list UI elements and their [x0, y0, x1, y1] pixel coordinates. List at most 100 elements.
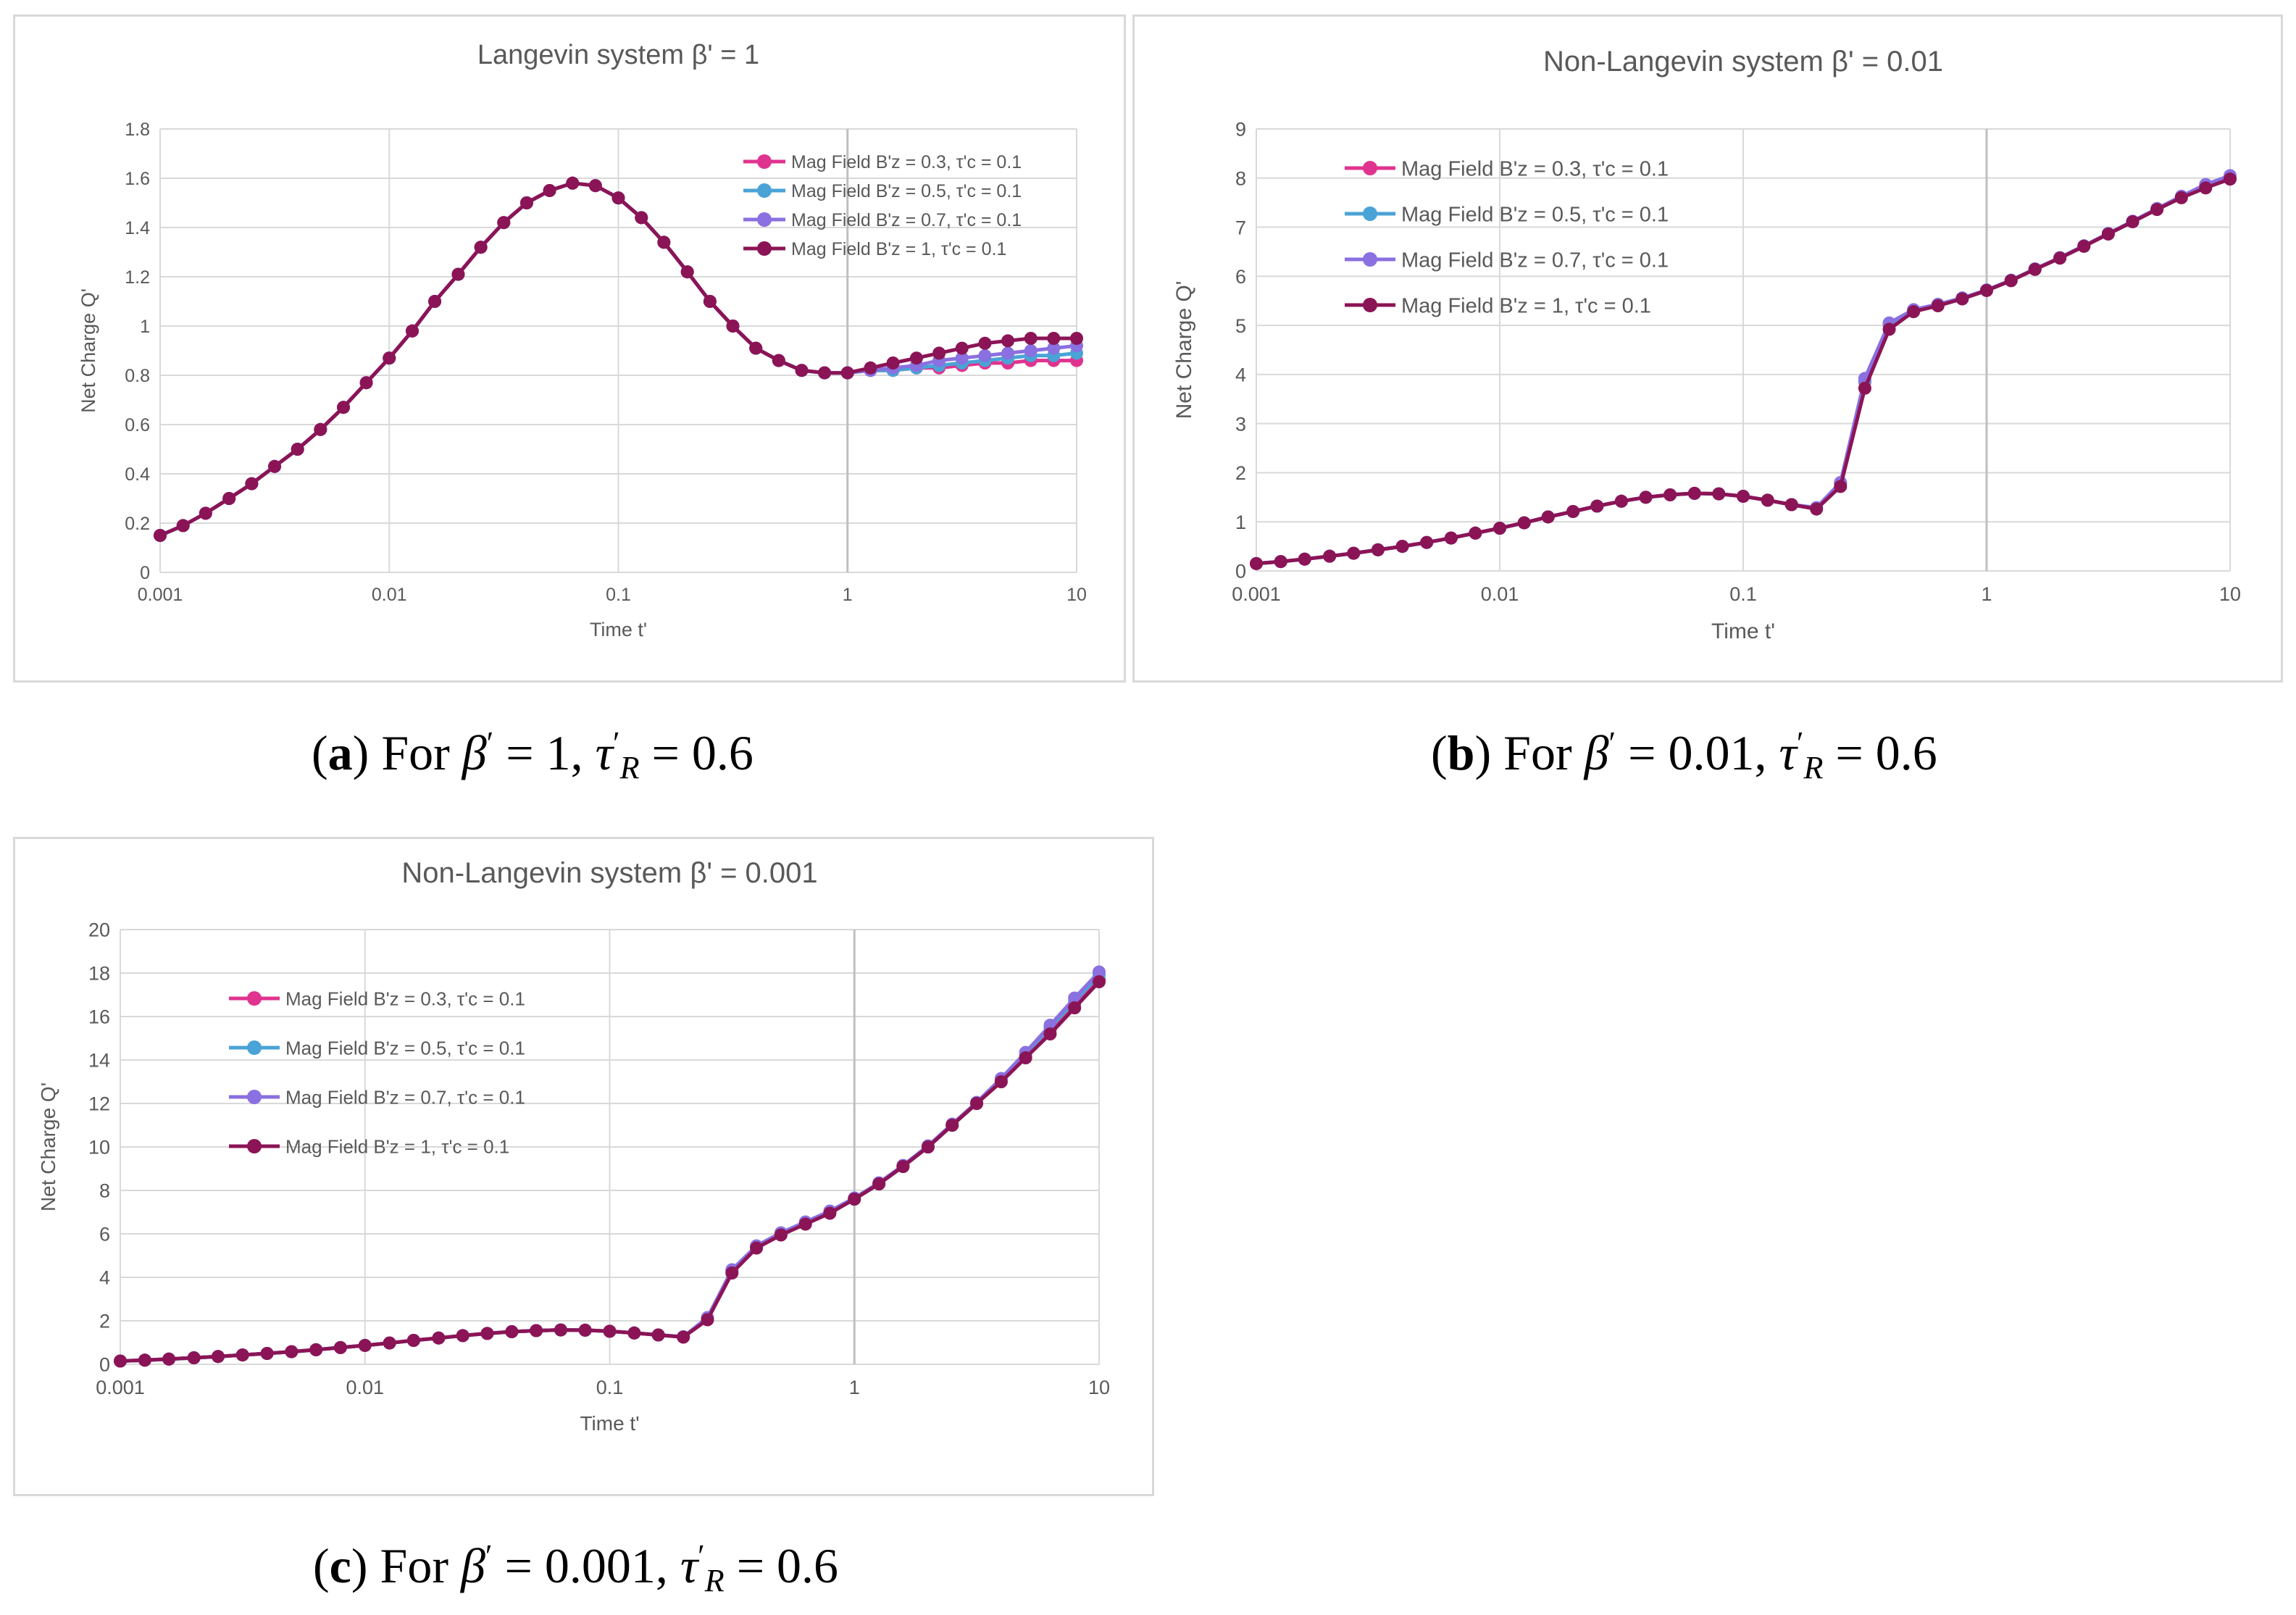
legend-swatch-marker — [757, 212, 772, 227]
data-point — [1469, 526, 1482, 540]
chart-title: Non-Langevin system β' = 0.001 — [401, 857, 817, 889]
data-point — [955, 351, 969, 365]
y-tick-label: 0.8 — [125, 366, 150, 386]
data-point — [211, 1350, 225, 1364]
legend-label: Mag Field B'z = 0.3, τ'c = 0.1 — [791, 152, 1022, 172]
data-point — [2028, 262, 2042, 276]
x-tick-label: 10 — [2219, 583, 2241, 605]
data-point — [978, 349, 992, 362]
data-point — [603, 1324, 617, 1338]
data-point — [1541, 510, 1555, 524]
data-point — [1001, 334, 1015, 348]
data-point — [611, 191, 625, 205]
x-axis-label: Time t' — [580, 1412, 639, 1435]
data-point — [1001, 346, 1015, 360]
data-point — [456, 1329, 469, 1343]
caption-prefix: For — [1503, 725, 1572, 780]
data-point — [358, 1338, 372, 1352]
y-tick-label: 16 — [88, 1006, 110, 1028]
y-tick-label: 8 — [1235, 167, 1246, 189]
data-point — [945, 1119, 959, 1132]
caption-letter: b — [1447, 725, 1475, 780]
y-tick-label: 8 — [99, 1180, 110, 1202]
data-point — [359, 376, 373, 390]
data-point — [1068, 1001, 1082, 1014]
data-point — [1566, 504, 1580, 518]
y-tick-label: 5 — [1235, 315, 1246, 337]
data-point — [291, 443, 304, 456]
y-tick-label: 0.4 — [125, 464, 150, 485]
legend-swatch-marker — [247, 991, 262, 1006]
data-point — [383, 1336, 396, 1350]
caption-b: (b) For β′ = 0.01, τ′R = 0.6 — [1431, 725, 1937, 785]
data-point — [2101, 228, 2115, 241]
data-point — [235, 1348, 249, 1362]
y-tick-label: 18 — [88, 963, 110, 985]
data-point — [772, 354, 785, 367]
data-point — [1323, 549, 1337, 563]
legend-swatch-marker — [757, 241, 772, 256]
x-tick-label: 1 — [1981, 583, 1992, 605]
data-point — [795, 364, 809, 377]
data-point — [749, 341, 763, 355]
chart-panel-c: Non-Langevin system β' = 0.001 0 2 4 6 8 10 12 1… — [13, 837, 1154, 1496]
y-tick-label: 1 — [1235, 512, 1246, 533]
data-point — [245, 477, 259, 491]
data-point — [114, 1354, 127, 1368]
caption-c: (c) For β′ = 0.001, τ′R = 0.6 — [313, 1538, 839, 1598]
data-point — [1298, 552, 1311, 566]
data-point — [896, 1160, 910, 1173]
y-tick-label: 0 — [99, 1354, 110, 1376]
data-point — [677, 1330, 690, 1344]
y-tick-label: 1.2 — [125, 267, 150, 288]
legend-swatch-marker — [247, 1090, 262, 1104]
data-point — [432, 1331, 446, 1345]
caption-beta-value: 0.001 — [544, 1538, 656, 1593]
chart-c: Non-Langevin system β' = 0.001 0 2 4 6 8 10 12 1… — [37, 857, 1110, 1435]
data-point — [314, 422, 327, 436]
data-point — [497, 216, 511, 230]
x-axis-label: Time t' — [590, 619, 647, 640]
data-point — [872, 1177, 886, 1190]
data-point — [2077, 239, 2091, 253]
data-point — [818, 366, 832, 380]
data-point — [701, 1313, 714, 1327]
x-tick-label: 0.001 — [1232, 583, 1281, 605]
data-point — [932, 346, 946, 360]
y-tick-label: 0 — [1235, 561, 1246, 583]
data-point — [199, 506, 212, 520]
data-point — [2150, 203, 2164, 217]
data-point — [909, 351, 923, 365]
legend-label: Mag Field B'z = 1, τ'c = 0.1 — [1401, 294, 1651, 317]
data-point — [480, 1327, 494, 1340]
data-point — [519, 196, 533, 209]
x-tick-label: 1 — [843, 585, 853, 605]
data-point — [726, 320, 740, 333]
data-point — [1043, 1027, 1057, 1040]
data-point — [1274, 555, 1287, 569]
legend-label: Mag Field B'z = 0.7, τ'c = 0.1 — [1401, 249, 1669, 272]
data-point — [578, 1323, 592, 1337]
legend-label: Mag Field B'z = 1, τ'c = 0.1 — [791, 239, 1006, 259]
legend-label: Mag Field B'z = 0.3, τ'c = 0.1 — [285, 988, 525, 1009]
legend-label: Mag Field B'z = 0.5, τ'c = 0.1 — [285, 1037, 525, 1059]
data-point — [798, 1217, 812, 1231]
data-point — [554, 1323, 567, 1337]
y-tick-label: 2 — [99, 1311, 110, 1332]
data-point — [154, 529, 167, 542]
data-point — [268, 459, 282, 473]
data-point — [530, 1324, 543, 1338]
x-tick-label: 0.1 — [1729, 583, 1757, 605]
legend-swatch-marker — [757, 154, 772, 169]
x-tick-label: 10 — [1088, 1377, 1110, 1398]
data-point — [505, 1325, 519, 1338]
data-point — [635, 211, 648, 225]
data-point — [333, 1340, 347, 1354]
data-point — [1347, 546, 1361, 560]
caption-letter: c — [329, 1538, 351, 1593]
legend-swatch-marker — [247, 1139, 262, 1153]
data-point — [1093, 965, 1106, 979]
data-point — [1858, 381, 1871, 395]
data-point — [1395, 540, 1409, 554]
chart-title: Langevin system β' = 1 — [477, 40, 759, 70]
